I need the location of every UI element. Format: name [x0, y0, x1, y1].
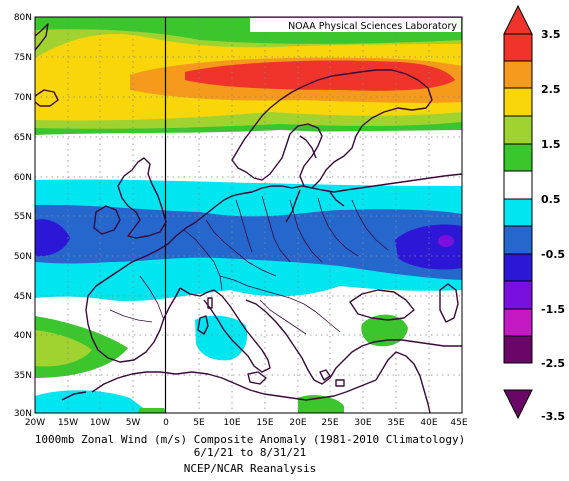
lat-tick-label: 80N [14, 13, 32, 23]
colorbar-label: 3.5 [541, 28, 561, 41]
anomaly-core-red [185, 60, 455, 91]
lon-tick-label: 20W [25, 418, 45, 428]
lon-tick-label: 10W [90, 418, 110, 428]
anomaly-blob-green-turkey [361, 314, 408, 347]
coastlines [35, 23, 462, 413]
lon-tick-label: 35E [387, 418, 404, 428]
anomaly-blob-lightgreen-west [35, 330, 92, 367]
credit-box [250, 18, 461, 32]
colorbar-segment [503, 308, 533, 337]
colorbar-label: 2.5 [541, 83, 561, 96]
lon-tick-label: 10E [223, 418, 240, 428]
caption-title: 1000mb Zonal Wind (m/s) Composite Anomal… [34, 433, 466, 446]
lat-tick-label: 75N [14, 53, 32, 63]
colorbar-segment [503, 33, 533, 62]
colorbar-bottom-arrow [503, 389, 533, 420]
lon-tick-label: 5E [193, 418, 205, 428]
colorbar-segment [503, 170, 533, 200]
colorbar-label: -1.5 [541, 303, 565, 316]
colorbar-segment [503, 335, 533, 364]
colorbar-label: -2.5 [541, 357, 565, 370]
lat-tick-label: 40N [14, 331, 32, 341]
lat-lon-grid [35, 17, 462, 413]
credit-label: NOAA Physical Sciences Laboratory [288, 21, 457, 32]
lat-tick-label: 70N [14, 93, 32, 103]
lat-tick-labels: 80N 75N 70N 65N 60N 55N 50N 45N 40N 35N … [14, 13, 32, 419]
colorbar-segment [503, 87, 533, 117]
lat-tick-label: 65N [14, 133, 32, 143]
lon-tick-label: 25E [321, 418, 338, 428]
caption-date-range: 6/1/21 to 8/31/21 [193, 446, 307, 459]
lon-tick-label: 15E [256, 418, 273, 428]
colorbar-top-arrow [503, 4, 533, 35]
colorbar-segment [503, 143, 533, 172]
anomaly-field [35, 17, 462, 413]
anomaly-core-darkblue-west [35, 219, 70, 257]
lat-tick-label: 60N [14, 173, 32, 183]
lon-tick-label: 30E [354, 418, 371, 428]
lon-tick-labels: 20W 15W 10W 5W 0 5E 10E 15E 20E 25E 30E … [25, 418, 468, 428]
colorbar-label: 0.5 [541, 193, 561, 206]
lat-tick-label: 55N [14, 212, 32, 222]
lon-tick-label: 40E [420, 418, 437, 428]
country-borders [109, 195, 389, 335]
colorbar-label: -3.5 [541, 410, 565, 423]
lat-tick-label: 50N [14, 252, 32, 262]
colorbar-segment [503, 253, 533, 282]
colorbar [503, 4, 533, 420]
anomaly-blob-green-south [138, 408, 166, 413]
anomaly-band-white-mid [35, 130, 462, 185]
lon-tick-label: 0 [163, 418, 169, 428]
colorbar-segment [503, 115, 533, 145]
colorbar-label: -0.5 [541, 248, 565, 261]
colorbar-labels: 3.5 2.5 1.5 0.5 -0.5 -1.5 -2.5 -3.5 [541, 28, 565, 423]
lon-tick-label: 15W [58, 418, 78, 428]
lat-tick-label: 35N [14, 371, 32, 381]
caption-dataset: NCEP/NCAR Reanalysis [183, 462, 317, 475]
colorbar-label: 1.5 [541, 138, 561, 151]
lat-tick-label: 45N [14, 292, 32, 302]
anomaly-core-violet [438, 235, 454, 247]
colorbar-segment [503, 60, 533, 89]
colorbar-segment [503, 225, 533, 255]
plot-frame [34, 16, 463, 414]
colorbar-segment [503, 198, 533, 227]
colorbar-segment [503, 280, 533, 310]
lon-tick-label: 45E [450, 418, 467, 428]
lon-tick-label: 5W [126, 418, 141, 428]
lon-tick-label: 20E [289, 418, 306, 428]
lat-tick-label: 30N [14, 409, 32, 419]
anomaly-blob-cyan-south [35, 390, 150, 413]
